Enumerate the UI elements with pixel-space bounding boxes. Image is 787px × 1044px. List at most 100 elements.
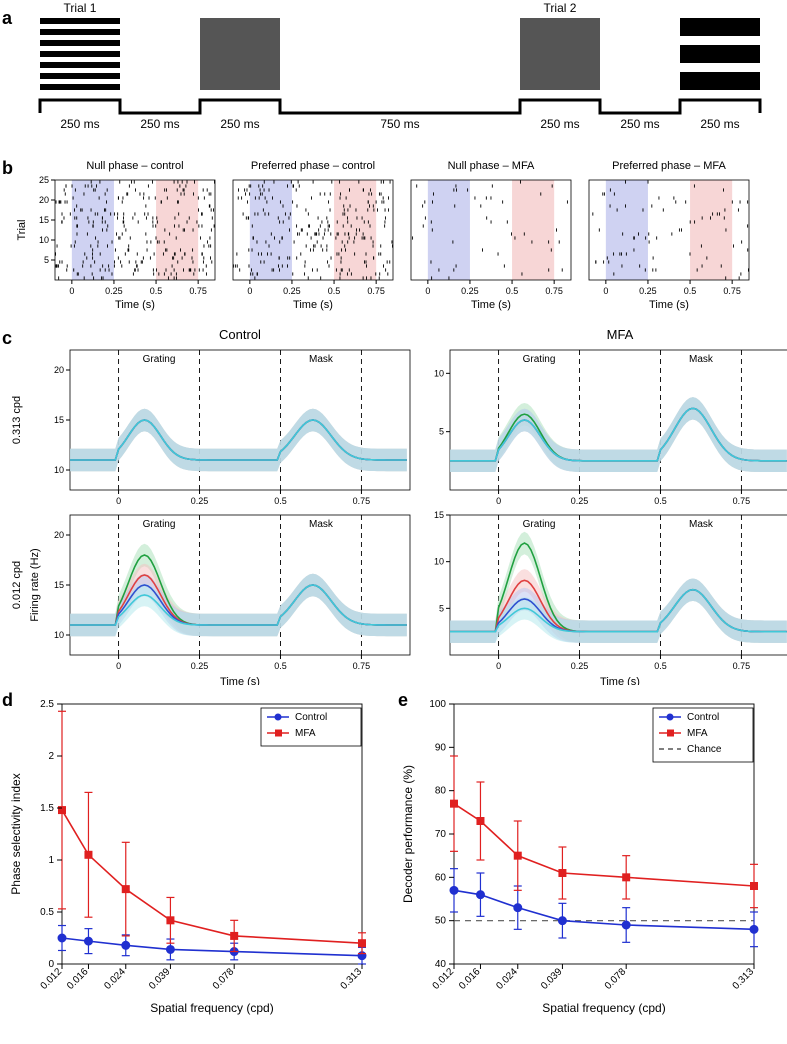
grating-fine (40, 18, 120, 90)
svg-text:0.25: 0.25 (571, 661, 589, 671)
svg-text:0.039: 0.039 (539, 966, 565, 992)
svg-text:0.5: 0.5 (274, 661, 287, 671)
svg-text:0.25: 0.25 (283, 286, 301, 296)
panel-c-svg: Control MFA Grating Mask 0 0.25 0.5 0.75 10 15 20 0… (0, 325, 787, 685)
svg-text:Time (s): Time (s) (471, 299, 511, 311)
t5: 250 ms (540, 117, 579, 131)
svg-text:Control: Control (219, 327, 261, 342)
svg-text:0: 0 (425, 286, 430, 296)
svg-text:Time (s): Time (s) (115, 299, 155, 311)
svg-text:5: 5 (439, 427, 444, 437)
svg-text:0.25: 0.25 (571, 496, 589, 506)
svg-text:Mask: Mask (309, 354, 334, 365)
svg-text:10: 10 (39, 235, 49, 245)
svg-text:0.75: 0.75 (733, 661, 751, 671)
svg-text:0.25: 0.25 (191, 661, 209, 671)
svg-text:10: 10 (54, 465, 64, 475)
svg-text:20: 20 (54, 365, 64, 375)
svg-text:Grating: Grating (523, 354, 556, 365)
svg-text:5: 5 (439, 603, 444, 613)
svg-text:20: 20 (54, 530, 64, 540)
svg-text:0: 0 (247, 286, 252, 296)
svg-text:15: 15 (54, 580, 64, 590)
svg-text:2.5: 2.5 (40, 699, 54, 710)
svg-text:Time (s): Time (s) (220, 676, 260, 685)
raster-title: Preferred phase – control (251, 160, 375, 172)
svg-text:Control: Control (295, 712, 327, 723)
svg-text:40: 40 (435, 959, 447, 970)
svg-text:Time (s): Time (s) (293, 299, 333, 311)
panel-b-svg: Null phase – control00.250.50.75Time (s)… (0, 155, 787, 320)
svg-text:5: 5 (44, 255, 49, 265)
grating-shade (606, 180, 648, 280)
svg-text:0.25: 0.25 (105, 286, 123, 296)
svg-text:0: 0 (69, 286, 74, 296)
svg-text:0.25: 0.25 (639, 286, 657, 296)
svg-text:70: 70 (435, 829, 447, 840)
svg-text:10: 10 (434, 557, 444, 567)
svg-text:Spatial frequency (cpd): Spatial frequency (cpd) (150, 1001, 273, 1015)
svg-text:0.024: 0.024 (102, 966, 128, 992)
svg-text:0.5: 0.5 (150, 286, 163, 296)
t1: 250 ms (60, 117, 99, 131)
svg-text:0.078: 0.078 (603, 966, 629, 992)
mask-shade (156, 180, 198, 280)
svg-text:0.016: 0.016 (457, 966, 483, 992)
svg-text:15: 15 (434, 510, 444, 520)
svg-text:Mask: Mask (309, 519, 334, 530)
svg-text:1.5: 1.5 (40, 803, 54, 814)
panel-e-svg: 0.0120.0160.0240.0390.0780.3134050607080… (392, 690, 787, 1040)
svg-text:20: 20 (39, 195, 49, 205)
svg-text:0.039: 0.039 (147, 966, 173, 992)
svg-text:0.75: 0.75 (733, 496, 751, 506)
svg-text:Grating: Grating (523, 519, 556, 530)
svg-text:0.75: 0.75 (723, 286, 741, 296)
svg-text:0.5: 0.5 (654, 496, 667, 506)
grating-shade (72, 180, 114, 280)
svg-text:Decoder performance (%): Decoder performance (%) (401, 765, 415, 903)
svg-text:0.5: 0.5 (684, 286, 697, 296)
t6: 250 ms (620, 117, 659, 131)
svg-text:0: 0 (48, 959, 54, 970)
trial1-label: Trial 1 (64, 1, 97, 15)
svg-text:0.5: 0.5 (654, 661, 667, 671)
grating-shade (428, 180, 470, 280)
svg-text:Spatial frequency (cpd): Spatial frequency (cpd) (542, 1001, 665, 1015)
t2: 250 ms (140, 117, 179, 131)
svg-text:60: 60 (435, 872, 447, 883)
svg-text:0.25: 0.25 (461, 286, 479, 296)
svg-text:Grating: Grating (143, 519, 176, 530)
svg-text:0.75: 0.75 (189, 286, 207, 296)
svg-text:0: 0 (496, 496, 501, 506)
svg-text:2: 2 (48, 751, 54, 762)
svg-text:0.016: 0.016 (65, 966, 91, 992)
svg-text:MFA: MFA (607, 327, 634, 342)
svg-text:0.313: 0.313 (339, 966, 365, 992)
svg-text:0.024: 0.024 (494, 966, 520, 992)
svg-text:1: 1 (48, 855, 54, 866)
svg-text:0.5: 0.5 (40, 907, 54, 918)
svg-text:0.5: 0.5 (506, 286, 519, 296)
t7: 250 ms (700, 117, 739, 131)
svg-text:Grating: Grating (143, 354, 176, 365)
panel-d-svg: 0.0120.0160.0240.0390.0780.31300.511.522… (0, 690, 395, 1040)
svg-text:10: 10 (54, 630, 64, 640)
svg-text:15: 15 (54, 415, 64, 425)
panel-a-svg: Trial 1 Trial 2 250 ms 250 ms 250 ms 750… (0, 0, 787, 150)
grating-shade (250, 180, 292, 280)
grating-coarse (680, 18, 760, 90)
svg-text:10: 10 (434, 368, 444, 378)
svg-text:90: 90 (435, 742, 447, 753)
raster-title: Preferred phase – MFA (612, 160, 726, 172)
svg-text:0.5: 0.5 (328, 286, 341, 296)
svg-text:50: 50 (435, 916, 447, 927)
svg-text:0: 0 (116, 661, 121, 671)
svg-text:80: 80 (435, 786, 447, 797)
trial2-label: Trial 2 (544, 1, 577, 15)
svg-text:0.75: 0.75 (353, 661, 371, 671)
svg-text:0.25: 0.25 (191, 496, 209, 506)
timing-waveform (40, 100, 760, 113)
svg-text:Firing rate (Hz): Firing rate (Hz) (29, 548, 41, 621)
svg-text:MFA: MFA (687, 728, 708, 739)
mask-square-1 (200, 18, 280, 90)
